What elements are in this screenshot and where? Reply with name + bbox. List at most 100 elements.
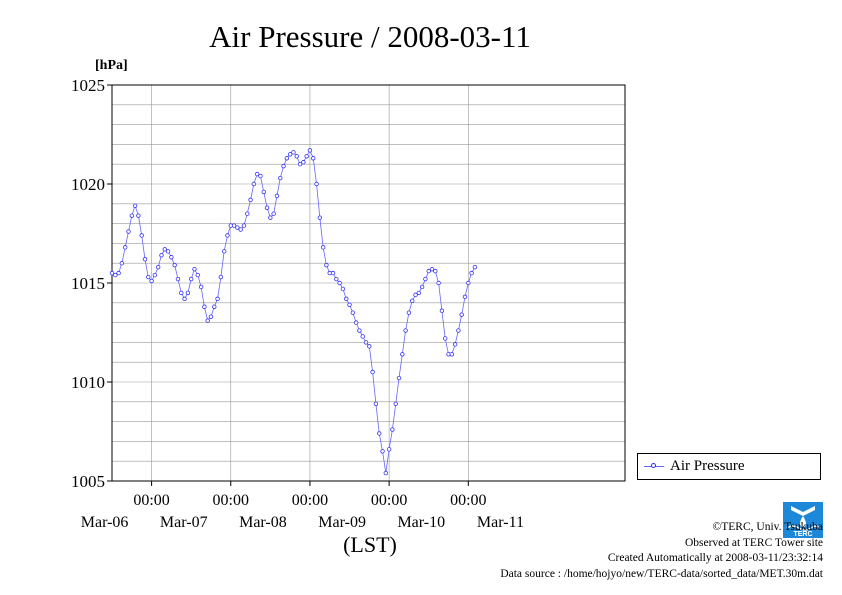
data-point: [466, 280, 471, 286]
y-tick-label: 1020: [71, 175, 105, 194]
data-point: [462, 294, 468, 300]
data-point: [126, 229, 131, 234]
data-point: [367, 344, 372, 349]
data-point: [386, 447, 392, 452]
data-point: [221, 249, 227, 254]
data-point: [268, 215, 273, 220]
data-point: [324, 262, 329, 268]
data-point: [377, 431, 382, 436]
data-point: [449, 352, 455, 357]
data-point: [218, 274, 224, 280]
data-point: [304, 154, 309, 159]
data-point: [274, 193, 280, 199]
data-point: [155, 264, 161, 270]
data-point: [344, 296, 349, 302]
data-point: [132, 203, 138, 208]
x-date-label: Mar-09: [318, 514, 366, 531]
x-axis-label: (LST): [343, 532, 397, 557]
data-point: [149, 278, 154, 284]
data-point: [198, 284, 204, 290]
data-point: [314, 181, 319, 187]
data-point: [162, 247, 167, 252]
data-point: [301, 160, 306, 165]
data-point: [113, 272, 118, 278]
data-point: [334, 276, 339, 282]
data-point: [363, 340, 369, 345]
terc-logo-icon: TERC: [783, 502, 823, 538]
y-axis: 1025 1020 1015 1010 1005: [71, 76, 112, 491]
data-point: [416, 290, 422, 296]
data-point: [370, 369, 375, 375]
data-point: [142, 257, 148, 262]
data-point: [258, 173, 263, 179]
data-point: [231, 223, 237, 228]
data-point: [337, 280, 342, 286]
data-point: [357, 328, 362, 333]
data-point: [294, 154, 299, 159]
data-point: [413, 292, 418, 298]
x-tick-time-label: 00:00: [213, 492, 249, 509]
data-point: [185, 290, 191, 296]
data-point: [195, 272, 200, 278]
data-point: [297, 161, 303, 167]
data-point: [248, 197, 253, 203]
chart-title: Air Pressure / 2008-03-11: [209, 19, 531, 54]
data-point: [360, 334, 365, 339]
data-point: [472, 264, 478, 270]
data-point: [192, 266, 197, 272]
data-point: [353, 320, 359, 325]
data-point: [188, 276, 194, 282]
source-text: Data source : /home/hojyo/new/TERC-data/…: [500, 567, 823, 580]
x-tick-time-label: 00:00: [450, 492, 486, 509]
data-point: [400, 352, 405, 357]
data-point: [179, 290, 184, 296]
data-point: [245, 211, 250, 216]
data-point: [403, 328, 408, 333]
data-point: [307, 148, 313, 153]
data-point: [439, 308, 445, 313]
data-point: [436, 280, 441, 286]
data-point: [264, 205, 270, 210]
data-point: [373, 401, 379, 406]
x-date-label: Mar-06: [81, 514, 129, 531]
observed-text: Observed at TERC Tower site: [684, 536, 823, 549]
data-point: [254, 171, 260, 177]
data-point: [119, 261, 125, 266]
y-tick-label: 1025: [71, 76, 105, 95]
legend: Air Pressure: [637, 453, 821, 480]
data-point: [238, 227, 243, 232]
data-point: [284, 156, 290, 161]
x-tick-time-label: 00:00: [133, 492, 169, 509]
data-point: [429, 266, 435, 272]
data-point: [383, 470, 389, 476]
data-point: [159, 253, 164, 258]
credits: ©TERC, Univ. Tsukuba Observed at TERC To…: [500, 520, 823, 582]
legend-marker: [651, 463, 656, 468]
data-point: [109, 270, 115, 276]
logo-text: TERC: [793, 531, 812, 538]
data-point: [251, 181, 257, 187]
data-point: [205, 318, 210, 323]
data-point: [340, 286, 346, 292]
data-point: [165, 249, 171, 254]
data-point: [317, 215, 323, 220]
y-tick-label: 1005: [71, 472, 105, 491]
x-tick-time-label: 00:00: [371, 492, 407, 509]
series-air-pressure: [109, 148, 478, 476]
data-point: [456, 328, 461, 333]
data-point: [320, 245, 326, 250]
data-point: [459, 312, 464, 317]
data-point: [287, 152, 293, 157]
data-point: [129, 213, 134, 218]
x-date-label: Mar-07: [160, 514, 208, 531]
data-point: [291, 150, 296, 155]
data-point: [347, 302, 352, 307]
data-point: [122, 245, 128, 250]
data-point: [116, 270, 121, 276]
data-point: [393, 401, 398, 406]
data-point: [396, 375, 402, 381]
series-line: [111, 149, 476, 474]
y-axis-label: [hPa]: [95, 58, 128, 73]
